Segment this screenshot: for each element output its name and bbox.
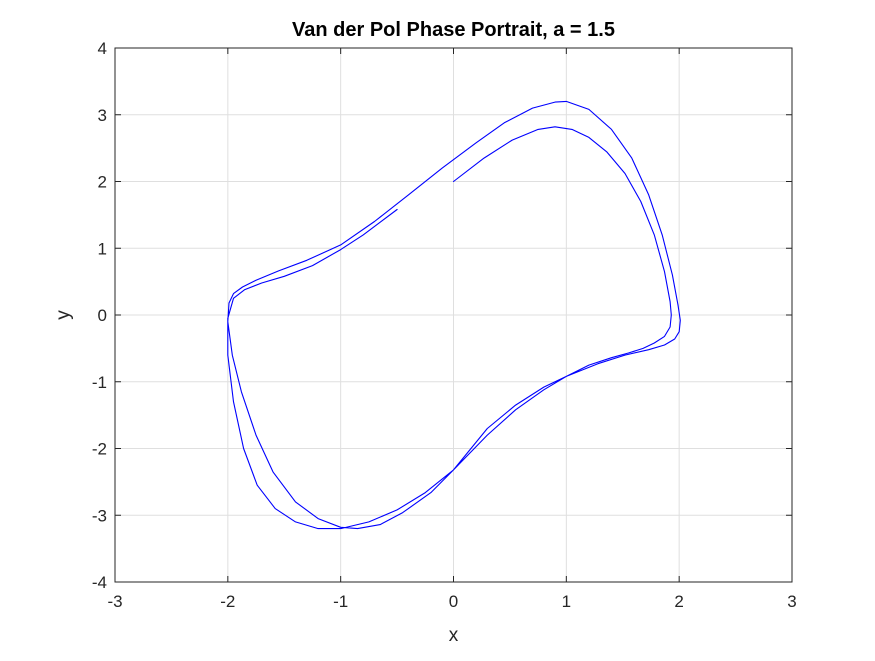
series-line-1 xyxy=(227,100,681,530)
chart-title: Van der Pol Phase Portrait, a = 1.5 xyxy=(292,19,615,41)
y-tick-label: 0 xyxy=(98,306,107,325)
y-tick-label: 3 xyxy=(98,106,107,125)
x-tick-label: 2 xyxy=(674,592,683,611)
x-axis-label: x xyxy=(449,625,459,646)
y-tick-label: 1 xyxy=(98,239,107,258)
x-tick-label: -1 xyxy=(333,592,348,611)
x-tick-label: -3 xyxy=(107,592,122,611)
y-axis-label: y xyxy=(53,310,74,320)
y-tick-label: 4 xyxy=(98,39,107,58)
x-tick-label: 0 xyxy=(449,592,458,611)
x-tick-label: -2 xyxy=(220,592,235,611)
grid xyxy=(114,47,793,583)
y-tick-label: -3 xyxy=(92,506,107,525)
plot-area xyxy=(227,100,681,530)
x-tick-label: 3 xyxy=(787,592,796,611)
x-tick-label: 1 xyxy=(562,592,571,611)
y-tick-label: -2 xyxy=(92,440,107,459)
y-tick-label: 2 xyxy=(98,173,107,192)
y-tick-label: -1 xyxy=(92,373,107,392)
y-tick-label: -4 xyxy=(92,573,107,592)
